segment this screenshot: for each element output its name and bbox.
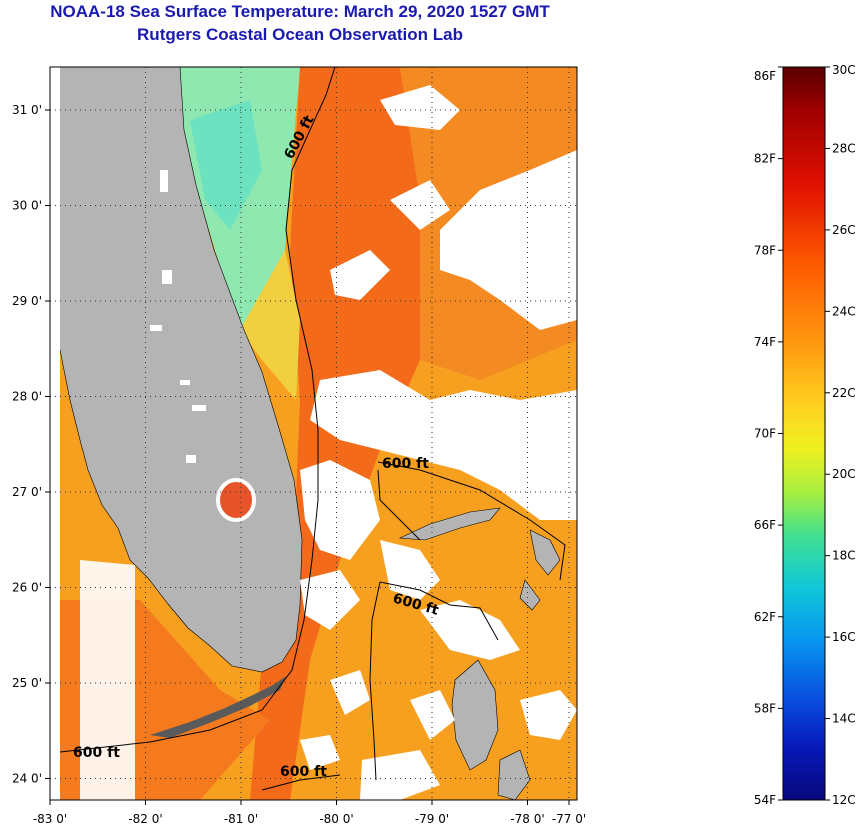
colorbar-f-label: 62F [754, 610, 776, 624]
cloud-mask [50, 67, 577, 800]
colorbar-c-label: 26C [832, 223, 856, 237]
map-gridlines [50, 67, 577, 800]
colorbar-c-label: 18C [832, 549, 856, 563]
sst-map-panel [50, 67, 577, 800]
latitude-axis: 31 0' 30 0' 29 0' 28 0' 27 0' 26 0' 25 0' 24 0' [12, 103, 50, 786]
map-frame [49, 66, 578, 801]
lat-tick-label: 31 0' [12, 103, 42, 117]
south-bahamas-island [497, 749, 531, 800]
cool-coastal-water-2 [190, 100, 262, 230]
colorbar-f-label: 74F [754, 335, 776, 349]
map-title: NOAA-18 Sea Surface Temperature: March 2… [50, 2, 550, 21]
colorbar-f-label: 54F [754, 793, 776, 807]
lat-tick-label: 27 0' [12, 485, 42, 499]
lon-tick-label: -77 0' [552, 812, 586, 826]
lon-tick-label: -80 0' [319, 812, 353, 826]
isobath-bahamas-south-2 [379, 581, 499, 641]
longitude-axis: -83 0' -82 0' -81 0' -80 0' -79 0' -78 0' -77 … [33, 800, 586, 826]
lake-okeechobee [216, 478, 256, 522]
florida-keys [150, 676, 286, 738]
map-subtitle: Rutgers Coastal Ocean Observation Lab [137, 25, 463, 44]
isobath-bahamas-north [377, 461, 566, 581]
colorbar-c-label: 14C [832, 712, 856, 726]
colorbar-f-label: 86F [754, 69, 776, 83]
colorbar-f-label: 70F [754, 427, 776, 441]
isobath-bahamas-north-inner [377, 469, 421, 541]
colorbar [782, 66, 826, 801]
mild-coastal-water [240, 250, 300, 400]
grand-bahama-island [398, 507, 501, 541]
lon-tick-label: -82 0' [128, 812, 162, 826]
lat-tick-label: 25 0' [12, 676, 42, 690]
lon-tick-label: -78 0' [510, 812, 544, 826]
colorbar-f-label: 66F [754, 518, 776, 532]
isobath-south [261, 774, 341, 791]
lat-tick-label: 24 0' [12, 772, 42, 786]
colorbar-f-label: 82F [754, 152, 776, 166]
colorbar-f-label: 58F [754, 701, 776, 715]
colorbar-c-label: 28C [832, 141, 856, 155]
lat-tick-label: 30 0' [12, 199, 42, 213]
lon-tick-label: -81 0' [224, 812, 258, 826]
lat-tick-label: 26 0' [12, 581, 42, 595]
colorbar-celsius-labels: 30C 28C 26C 24C 22C 20C 18C 16C 14C 12C [825, 63, 856, 807]
colorbar-c-label: 20C [832, 467, 856, 481]
lon-tick-label: -79 0' [415, 812, 449, 826]
colorbar-f-label: 78F [754, 243, 776, 257]
isobath-contours [59, 67, 566, 791]
colorbar-fahrenheit-labels: 86F 82F 78F 74F 70F 66F 62F 58F 54F [754, 66, 783, 807]
colorbar-c-label: 22C [832, 386, 856, 400]
inland-lakes [150, 170, 206, 463]
lat-tick-label: 28 0' [12, 390, 42, 404]
contour-label-southwest: 600 ft [73, 745, 120, 761]
lat-tick-label: 29 0' [12, 294, 42, 308]
abaco-island [529, 529, 561, 576]
colorbar-c-label: 16C [832, 630, 856, 644]
contour-label-bahamas-north: 600 ft [382, 456, 429, 472]
colorbar-c-label: 30C [832, 63, 856, 77]
contour-label-south: 600 ft [280, 764, 327, 780]
isobath-bahamas-south [369, 581, 381, 781]
lon-tick-label: -83 0' [33, 812, 67, 826]
colorbar-c-label: 24C [832, 304, 856, 318]
isobath-florida-east [59, 67, 336, 753]
colorbar-c-label: 12C [832, 793, 856, 807]
